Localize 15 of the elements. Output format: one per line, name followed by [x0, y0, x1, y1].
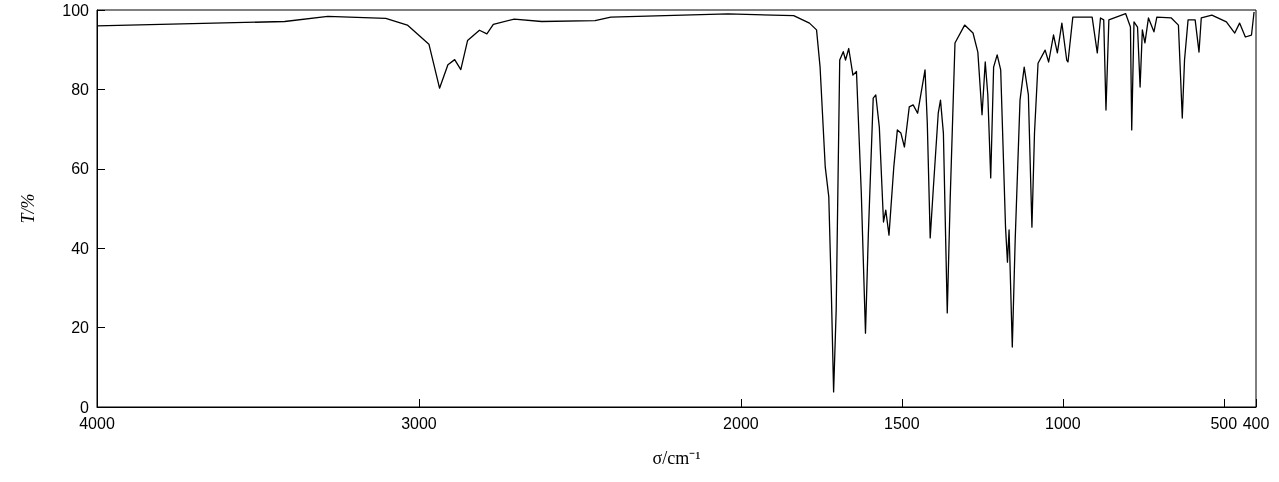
x-axis-title: σ/cm⁻¹	[652, 448, 701, 468]
x-tick-label: 4000	[79, 414, 115, 432]
x-tick-label: 1500	[884, 414, 920, 432]
x-tick-label: 500	[1210, 414, 1238, 432]
y-axis-title: T/%	[18, 193, 38, 224]
y-tick-label: 80	[71, 80, 90, 98]
x-tick-label: 3000	[401, 414, 437, 432]
x-tick-label: 400	[1242, 414, 1270, 432]
y-tick-label: 20	[71, 319, 90, 337]
y-tick-label: 100	[62, 1, 90, 19]
x-tick-label: 2000	[723, 414, 759, 432]
y-tick-label: 40	[71, 239, 90, 257]
y-tick-label: 0	[80, 398, 90, 416]
y-tick-label: 60	[71, 160, 90, 178]
x-tick-label: 1000	[1045, 414, 1081, 432]
